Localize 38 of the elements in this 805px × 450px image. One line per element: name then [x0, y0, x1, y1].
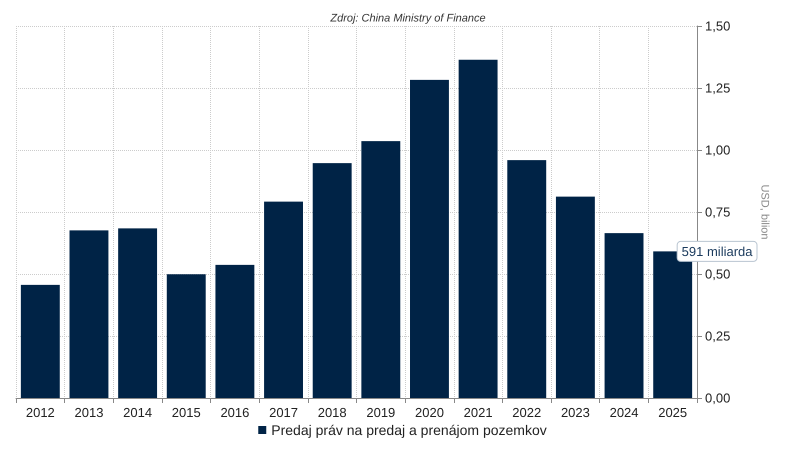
- x-tick-label: 2025: [658, 405, 688, 420]
- bar: [166, 274, 206, 398]
- x-tick-label: 2020: [415, 405, 444, 420]
- x-tick-label: 2013: [74, 405, 104, 420]
- bar: [118, 228, 158, 398]
- bar: [361, 141, 400, 398]
- y-tick-label: 1,25: [705, 80, 730, 96]
- bar: [264, 202, 303, 398]
- bar: [458, 60, 498, 398]
- bar: [70, 230, 108, 398]
- x-tick-label: 2012: [26, 405, 55, 420]
- x-tick-label: 2015: [172, 405, 201, 420]
- text: Zdroj: China Ministry of Finance: [329, 12, 486, 24]
- bar: [604, 233, 644, 398]
- y-tick-label: 1,00: [705, 142, 730, 158]
- y-tick-label: 0,00: [705, 390, 730, 406]
- bar: [215, 264, 254, 398]
- x-tick-label: 2016: [220, 405, 250, 420]
- x-tick-label: 2019: [366, 405, 396, 420]
- annotation: 591 miliarda: [682, 244, 754, 259]
- x-tick-label: 2018: [318, 405, 347, 420]
- y-tick-label: 0,75: [705, 204, 730, 220]
- x-tick-label: 2017: [269, 405, 298, 420]
- x-tick-label: 2022: [512, 405, 542, 420]
- x-tick-label: 2014: [123, 405, 152, 420]
- bar: [20, 284, 60, 398]
- x-tick-label: 2023: [560, 405, 590, 420]
- x-tick-label: 2024: [610, 405, 638, 420]
- bar: [410, 80, 449, 398]
- y-tick-label: 0,50: [705, 266, 730, 282]
- legend-label: Predaj práv na predaj a prenájom pozemkov: [271, 422, 547, 438]
- y-axis-title: USD, bilion: [758, 184, 770, 240]
- y-tick-label: 1,50: [705, 18, 730, 34]
- bar: [312, 163, 352, 398]
- bar: [556, 196, 595, 398]
- bar: [507, 160, 546, 398]
- y-tick-label: 0,25: [705, 328, 730, 344]
- x-tick-label: 2021: [464, 405, 493, 420]
